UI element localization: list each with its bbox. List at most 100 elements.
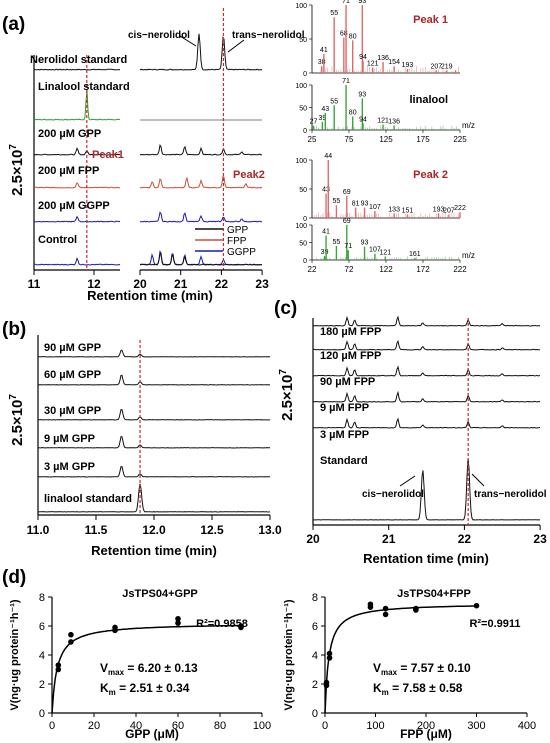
ms-x-tick-label: 175 [416,135,430,144]
trace-label-nerolidol-standard: Nerolidol standard [30,54,127,66]
d-x-tick-label: 40 [130,720,142,732]
scale-label-c: 2.5×107 [278,369,296,421]
trace-label-standard-c: Standard [320,455,368,467]
x-axis-label-d-fpp: FPP (μM) [400,727,452,741]
ms-peak-label: 81 [352,201,360,208]
x-axis-label-c: Rentation time (min) [363,551,489,566]
x-tick-label-c: 22 [458,532,472,546]
x-tick-label-a: 12 [87,277,101,291]
ms-x-tick-label: 72 [345,265,354,274]
ms-peak-label: 207 [443,208,455,215]
d-fit-curve [51,624,242,714]
ms-peak-label: 69 [343,218,351,225]
ms-y-tick-label: 100 [295,3,307,10]
trace-nerolidol-standard-left [34,68,121,71]
ms-spectrum-name: linalool [410,94,449,106]
ms-peak-label: 94 [359,54,367,61]
panel-d-fpp-kinetics: 0 100 200 300 400 0 2 4 6 8 [312,592,536,732]
d-y-tick-label: 2 [39,679,45,691]
ms-x-tick-label: 25 [308,135,317,144]
trace-b-3 [37,436,270,449]
trace-200-fpp-left [33,182,121,189]
ms-peak-label: 93 [361,240,369,247]
trace-b-2 [37,409,271,421]
ms-peak-label: 133 [388,206,400,213]
x-tick-label-b: 12.0 [142,523,166,537]
ms-peak-label: 71 [342,0,350,5]
ms-peak-label: 121 [379,250,391,257]
trace-label-30-gpp: 30 µM GPP [44,405,101,417]
d-y-tick-label: 4 [312,650,318,662]
trace-label-120-fpp: 120 µM FPP [320,350,381,362]
ms-peak-label: 41 [320,47,328,54]
ms-x-tick-label: 222 [453,265,467,274]
trace-label-3-gpp: 3 µM GPP [44,461,95,473]
d-x-tick-label: 80 [214,720,226,732]
vmax-fpp: Vmax = 7.57 ± 0.10 [373,661,471,677]
panel-c-fpp-series: 20 21 22 23 Rentation time (min) cis−neroli… [306,315,547,566]
d-data-point [55,666,62,673]
ms-y-tick-label: 0 [303,71,307,78]
trace-c-4 [312,417,541,429]
trace-200-ggpp-left [33,215,121,223]
ms-peak-label: 93 [358,92,366,99]
ms-peak-label: 161 [409,251,421,258]
d-data-point [326,655,333,661]
ms-y-tick-label: 100 [295,223,307,230]
ms-spectrum-name: Peak 2 [413,169,448,181]
trace-control-left [34,257,121,266]
ms-peak-label: 94 [359,116,367,123]
d-x-tick-label: 60 [172,720,184,732]
ms-peak-label: 41 [322,229,330,236]
ms-peak-label: 43 [321,106,329,113]
ms-peak-label: 154 [388,59,400,66]
d-data-point [175,620,181,626]
trace-b-1 [37,374,271,386]
ms-peak-label: 38 [318,59,326,66]
x-axis-label-d-gpp: GPP (μM) [125,727,179,741]
x-axis-label-b: Retention time (min) [91,543,217,558]
ms-x-tick-label: 125 [379,135,393,144]
trace-c-0 [312,315,541,327]
ms-peak-label: 222 [454,205,466,212]
d-data-point [175,615,181,622]
ms-axis-label: m/z [462,251,475,260]
annotation-cis-nerolidol-a: cis−nerolidol [128,30,190,41]
ms-peak-label: 136 [388,119,400,126]
ms-peak-label: 80 [349,33,357,40]
x-axis-label-a: Retention time (min) [87,288,213,303]
km-gpp: Km = 2.51 ± 0.34 [100,681,190,697]
ms-peak-label: 55 [333,198,341,205]
x-tick-label-c: 23 [533,532,547,546]
panel-b-gpp-series: 11.0 11.5 12.0 12.5 13.0 Retention time (min… [27,335,282,558]
d-data-point [382,611,389,618]
ms-x-tick-label: 75 [345,135,354,144]
ms-spectrum-name: Peak 1 [413,14,448,26]
x-tick-label-c: 21 [382,532,396,546]
x-tick-label-b: 13.0 [258,523,282,537]
trace-label-linalool-standard: Linalool standard [38,81,130,93]
ms-x-tick-label: 122 [379,265,393,274]
legend-label-gpp: GPP [227,225,248,236]
ms-peak-label: 93 [361,201,369,208]
ms-y-tick-label: 0 [303,128,307,135]
legend-label-ggpp: GGPP [227,247,256,258]
annotation-cis-nerolidol-c: cis−nerolidol [362,489,424,500]
trace-b-linalool-standard [38,483,271,513]
d-y-tick-label: 6 [312,621,318,633]
x-tick-label-b: 11.0 [27,523,50,537]
d-data-point [326,650,333,657]
d-data-point [55,662,62,668]
ms-x-tick-label: 172 [416,265,430,274]
trace-b-4 [37,466,271,478]
ms-peak-label: 55 [333,239,341,246]
ms-peak-label: 121 [367,61,379,68]
panel-label-d: (d) [2,567,26,588]
r2-gpp: R²=0.9858 [196,618,248,630]
ms-peak-label: 71 [344,243,352,250]
ms-peak-label: 107 [369,204,381,211]
annotation-trans-nerolidol-a: trans−nerolidol [232,30,305,41]
d-x-tick-label: 0 [322,720,328,732]
x-tick-label-b: 11.5 [85,523,108,537]
